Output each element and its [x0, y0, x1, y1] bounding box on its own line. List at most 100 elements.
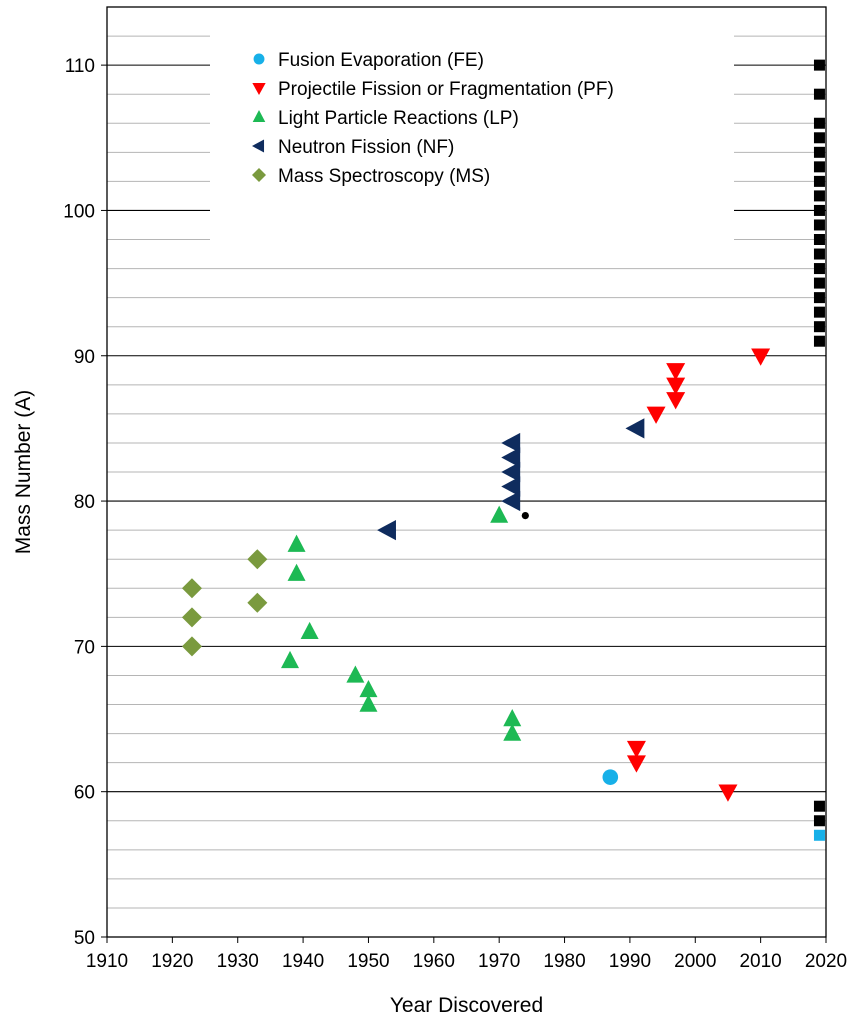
data-point: [247, 549, 268, 570]
data-point: [666, 377, 686, 395]
y-tick-label: 60: [74, 783, 95, 804]
legend-label: Projectile Fission or Fragmentation (PF): [278, 79, 614, 100]
y-tick-label: 50: [74, 928, 95, 949]
data-point: [813, 59, 825, 71]
data-point: [377, 520, 396, 541]
data-point: [813, 204, 825, 216]
data-point: [813, 132, 825, 144]
y-tick-label: 110: [65, 56, 95, 77]
data-point: [626, 755, 646, 773]
data-point: [247, 592, 268, 613]
series-group: [602, 769, 619, 785]
series-group: [521, 511, 529, 520]
y-axis-title: Mass Number (A): [12, 390, 35, 555]
legend-item: Mass Spectroscopy (MS): [252, 166, 490, 187]
x-axis-ticks: 1910 1920 1930 1940 1950 1960 1970 1980 1990 2000…: [86, 937, 847, 972]
legend-marker: [252, 139, 265, 153]
y-axis-ticks: 50 60 70 80 90 100 110: [63, 56, 107, 949]
data-point: [602, 769, 619, 785]
data-point: [813, 815, 825, 827]
data-point: [501, 476, 521, 497]
y-tick-label: 80: [74, 492, 95, 513]
data-point: [359, 679, 378, 698]
legend-item: Light Particle Reactions (LP): [252, 108, 519, 129]
data-point: [646, 406, 666, 424]
y-tick-label: 70: [74, 637, 95, 658]
x-axis-title: Year Discovered: [390, 994, 543, 1017]
legend-marker: [253, 53, 265, 65]
data-point: [287, 563, 306, 581]
data-point: [813, 117, 825, 129]
series-group: [377, 418, 645, 541]
data-marks: [181, 59, 825, 841]
data-point: [181, 607, 202, 628]
legend-box: [210, 33, 734, 265]
legend-label: Mass Spectroscopy (MS): [278, 166, 490, 187]
data-point: [813, 277, 825, 289]
x-tick-label: 2020: [805, 951, 847, 972]
data-point: [626, 740, 646, 759]
plot-area-frame: [106, 6, 827, 938]
x-tick-label: 1940: [282, 951, 324, 972]
x-tick-label: 1960: [413, 951, 455, 972]
y-tick-label: 100: [63, 201, 95, 222]
legend-item: Projectile Fission or Fragmentation (PF): [252, 79, 614, 100]
data-point: [813, 88, 825, 100]
legend-item: Fusion Evaporation (FE): [253, 50, 484, 71]
legend-item: Neutron Fission (NF): [252, 137, 454, 158]
data-point: [813, 263, 825, 275]
legend-marker: [252, 82, 266, 95]
series-group: [626, 348, 771, 802]
series-group: [813, 829, 825, 841]
x-tick-label: 1970: [478, 951, 520, 972]
data-point: [300, 621, 319, 640]
data-point: [625, 418, 645, 439]
x-tick-label: 1910: [86, 951, 128, 972]
data-point: [521, 511, 529, 520]
legend-label: Neutron Fission (NF): [278, 137, 454, 158]
data-point: [751, 348, 771, 366]
x-tick-label: 1920: [151, 951, 193, 972]
data-point: [813, 292, 825, 304]
data-point: [813, 335, 825, 347]
data-point: [666, 363, 686, 381]
data-point: [718, 784, 738, 802]
data-point: [181, 636, 202, 657]
data-point: [501, 447, 521, 468]
legend-label: Fusion Evaporation (FE): [278, 50, 484, 71]
data-point: [359, 694, 378, 712]
data-point: [813, 321, 825, 333]
y-tick-label: 90: [74, 347, 95, 368]
data-point: [813, 146, 825, 158]
data-point: [813, 161, 825, 173]
data-point: [813, 234, 825, 245]
x-tick-label: 1950: [347, 951, 389, 972]
x-tick-label: 1990: [609, 951, 651, 972]
x-tick-label: 2000: [674, 951, 716, 972]
legend-marker: [252, 168, 266, 182]
series-group: [281, 505, 522, 741]
data-point: [813, 829, 825, 841]
data-point: [813, 190, 825, 202]
data-point: [666, 392, 686, 410]
x-tick-label: 1930: [217, 951, 259, 972]
data-point: [813, 306, 825, 318]
data-point: [813, 800, 825, 812]
data-point: [813, 248, 825, 260]
data-point: [287, 534, 306, 552]
legend: Fusion Evaporation (FE) Projectile Fissio…: [210, 33, 734, 265]
data-point: [501, 490, 521, 512]
data-point: [490, 505, 509, 523]
data-point: [281, 650, 300, 669]
data-point: [346, 665, 365, 683]
series-group: [813, 59, 825, 827]
data-point: [813, 219, 825, 231]
data-point: [181, 578, 202, 599]
data-point: [501, 432, 521, 454]
series-group: [181, 549, 268, 657]
x-tick-label: 2010: [739, 951, 781, 972]
x-tick-label: 1980: [543, 951, 585, 972]
data-point: [503, 709, 522, 727]
data-point: [813, 175, 825, 187]
